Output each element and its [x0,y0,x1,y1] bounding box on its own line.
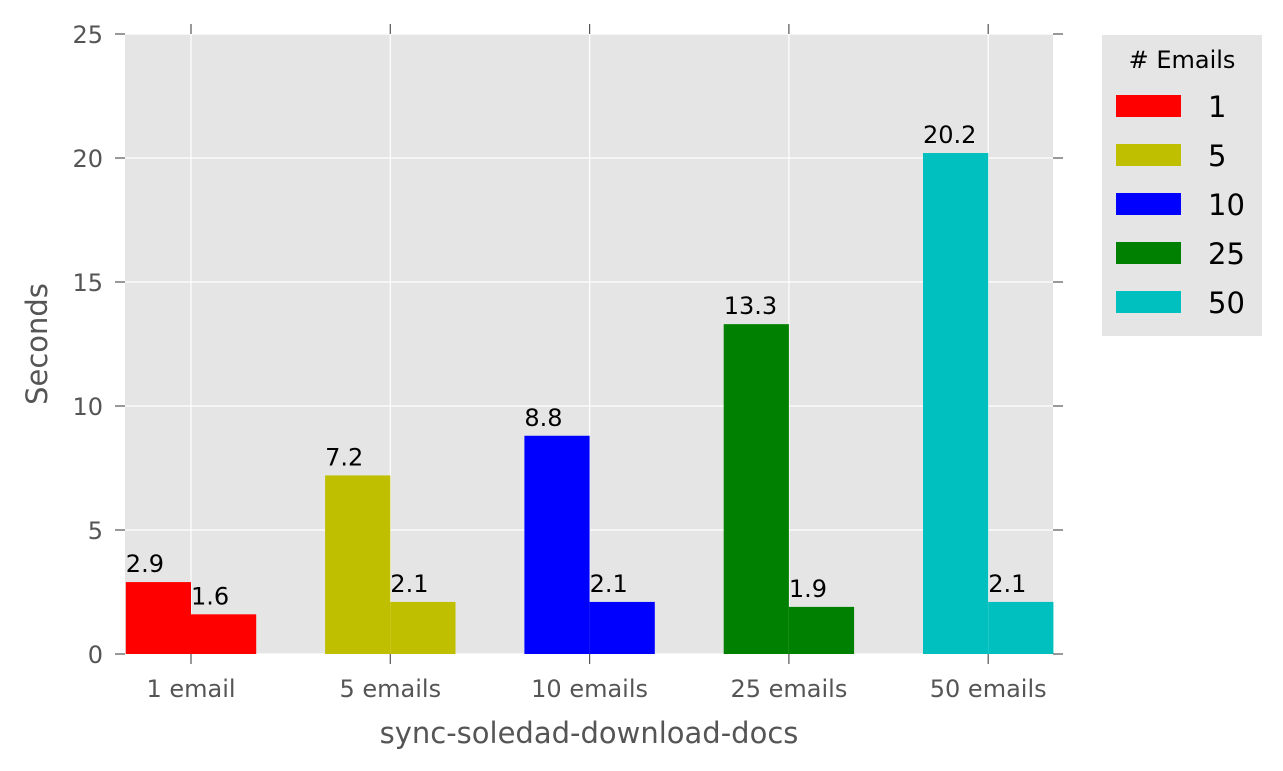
legend-label: 25 [1208,237,1245,271]
bars [125,153,1054,655]
x-tick-label: 1 email [146,675,235,703]
y-axis-title: Seconds [20,283,54,405]
bar-50-emails-series-2 [988,601,1054,654]
data-label: 2.1 [590,570,628,598]
legend-label: 1 [1208,90,1226,124]
x-tick-labels: 1 email 5 emails 10 emails 25 emails 50 emai… [146,675,1046,703]
legend-swatch [1116,193,1181,215]
y-tick-label: 20 [72,145,103,173]
data-label: 2.9 [126,550,164,578]
data-label: 13.3 [724,292,777,320]
y-tick-label: 10 [72,393,103,421]
axis-ticks [115,24,1063,664]
data-label: 1.9 [789,575,827,603]
data-label: 1.6 [191,582,229,610]
x-tick-label: 5 emails [340,675,442,703]
bar-25-emails-series-1 [723,324,789,654]
bar-5-emails-series-2 [390,601,456,654]
bar-10-emails-series-2 [589,601,655,654]
x-axis-title: sync-soledad-download-docs [380,716,799,750]
bar-10-emails-series-1 [524,435,590,654]
legend-label: 10 [1208,188,1245,222]
y-tick-labels: 0 5 10 15 20 25 [72,21,103,669]
data-label: 2.1 [988,570,1026,598]
legend: # Emails 1 5 10 25 50 [1102,35,1262,336]
bar-1-email-series-1 [125,582,191,654]
legend-label: 50 [1208,286,1245,320]
bar-50-emails-series-1 [923,153,989,655]
x-tick-label: 10 emails [531,675,648,703]
bar-25-emails-series-2 [788,606,855,654]
legend-swatch [1116,144,1181,166]
x-tick-label: 25 emails [730,675,847,703]
y-tick-label: 15 [72,269,103,297]
legend-swatch [1116,291,1181,313]
y-tick-label: 25 [72,21,103,49]
y-tick-label: 0 [88,641,103,669]
y-tick-label: 5 [88,517,103,545]
legend-swatch [1116,242,1181,264]
data-label: 2.1 [390,570,428,598]
legend-box [1102,35,1262,336]
legend-swatch [1116,95,1181,117]
data-labels: 2.9 7.2 8.8 13.3 20.2 1.6 2.1 2.1 1.9 2.1 [126,121,1027,610]
legend-title: # Emails [1129,46,1236,74]
bar-5-emails-series-1 [325,475,391,654]
legend-label: 5 [1208,139,1226,173]
data-label: 8.8 [524,404,562,432]
x-tick-label: 50 emails [930,675,1047,703]
bar-1-email-series-2 [191,614,257,654]
legend-entries: 1 5 10 25 50 [1116,90,1245,320]
data-label: 20.2 [923,121,976,149]
data-label: 7.2 [325,443,363,471]
